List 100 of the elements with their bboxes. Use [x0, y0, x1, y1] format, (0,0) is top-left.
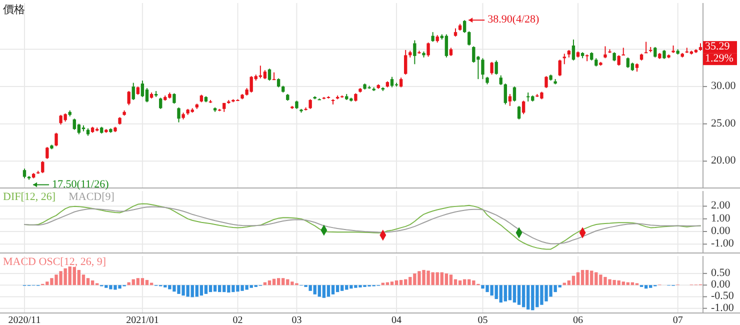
annotation: 17.50(11/26) [52, 178, 110, 190]
y-tick-label: -1.00 [711, 302, 734, 314]
candlestick [132, 82, 135, 100]
candlestick [41, 160, 44, 174]
bar [322, 285, 326, 298]
x-tick-label: 02 [232, 315, 243, 325]
bar [326, 285, 330, 297]
bar [567, 280, 571, 286]
candlestick [504, 83, 508, 105]
y-tick-label: 30.00 [711, 80, 736, 92]
candlestick [127, 90, 130, 106]
y-tick-label: 1.00 [711, 212, 731, 224]
candlestick [145, 88, 149, 103]
candlestick [268, 68, 272, 82]
candlestick [46, 146, 49, 160]
candlestick [517, 105, 521, 120]
chart-title: MACD OSC[12, 26, 9] [3, 256, 106, 268]
candlestick [617, 54, 620, 66]
bar [458, 280, 462, 286]
bar [145, 280, 149, 286]
candlestick [77, 123, 81, 135]
bar [200, 285, 204, 296]
y-tick-label: -1.00 [711, 238, 734, 250]
candlestick [404, 49, 408, 76]
bar [522, 285, 526, 308]
candlestick [22, 168, 26, 179]
candlestick [508, 94, 512, 106]
x-tick-label: 03 [292, 315, 302, 325]
bar [204, 285, 208, 294]
bar [512, 285, 516, 303]
bar [208, 285, 212, 292]
y-tick-label: 20.00 [711, 154, 736, 167]
bar [336, 285, 340, 292]
bar [218, 285, 222, 292]
x-tick-label: 06 [573, 315, 584, 325]
candlestick [444, 34, 448, 58]
y-tick-label: 0.00 [711, 225, 731, 238]
bar [90, 280, 94, 286]
candlestick [558, 59, 562, 77]
y-tick-label: -0.50 [711, 290, 734, 302]
x-tick-label: 04 [392, 315, 402, 325]
candlestick [544, 76, 548, 89]
bar [77, 270, 81, 286]
candlestick [562, 53, 566, 65]
bar [517, 285, 521, 305]
bar [444, 273, 448, 286]
candlestick [426, 42, 430, 58]
candlestick [512, 86, 516, 102]
candlestick [159, 97, 162, 110]
candlestick [494, 60, 498, 76]
candlestick [54, 132, 58, 147]
candlestick [140, 80, 144, 98]
y-tick-label: 25.00 [711, 117, 736, 130]
candlestick [604, 46, 607, 59]
y-tick-label: 2.00 [711, 200, 731, 212]
x-tick-label: 07 [672, 315, 683, 325]
bar [213, 285, 217, 292]
candlestick [177, 106, 180, 123]
candlestick [390, 76, 394, 88]
bar [449, 274, 453, 286]
candlestick [644, 41, 648, 54]
x-tick-label: 05 [478, 315, 488, 325]
annotation: 38.90(4/28) [488, 14, 540, 26]
candlestick [258, 65, 262, 79]
candlestick [499, 74, 502, 86]
bar [399, 280, 403, 286]
bar [585, 270, 589, 286]
bar [572, 276, 576, 286]
bar [331, 285, 335, 294]
bar [644, 285, 648, 289]
y-tick-label: 0.50 [711, 266, 731, 279]
candlestick [481, 58, 484, 80]
bar [140, 278, 144, 286]
series-label: MACD[9] [68, 191, 114, 203]
bar [508, 285, 512, 300]
candlestick [572, 39, 576, 61]
y-tick-label: 0.00 [711, 278, 731, 291]
candlestick [462, 20, 466, 34]
y-axis-title: 價格 [3, 3, 25, 16]
series-label: DIF[12, 26] [3, 191, 56, 203]
bar [390, 282, 394, 286]
bar [272, 278, 276, 286]
candlestick [490, 61, 494, 76]
candlestick [308, 98, 312, 110]
text: 35.29 [705, 40, 730, 53]
bar [268, 280, 272, 286]
bar [580, 270, 584, 286]
bar [576, 272, 580, 286]
bar [504, 285, 508, 302]
candlestick [522, 100, 526, 115]
candlestick [172, 92, 176, 104]
candlestick [468, 30, 471, 46]
bar [136, 278, 140, 286]
candlestick [399, 77, 403, 88]
bar [276, 278, 280, 286]
x-tick-label: 2020/11 [8, 315, 41, 325]
candlestick [431, 32, 434, 42]
bar [340, 285, 344, 291]
candlestick [413, 40, 416, 65]
bar [394, 280, 398, 286]
